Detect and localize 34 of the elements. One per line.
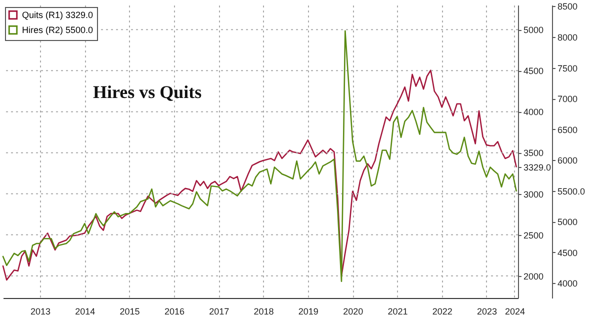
y-tick-label: 4500 xyxy=(524,66,544,76)
y-tick-label: 3000 xyxy=(524,189,544,200)
y2-tick-label: 5500.0 xyxy=(558,186,586,196)
y2-tick-label: 8500 xyxy=(558,2,578,12)
y2-tick-label: 4000 xyxy=(558,278,578,289)
y-tick-label: 2500 xyxy=(524,230,544,240)
x-tick-label: 2020 xyxy=(343,306,364,316)
x-tick-label: 2015 xyxy=(120,306,140,316)
x-tick-label: 2023 xyxy=(476,306,497,316)
x-tick-label: 2014 xyxy=(75,306,96,316)
y-tick-label: 3500 xyxy=(524,148,544,158)
y-tick-label: 5000 xyxy=(524,25,544,36)
y2-tick-label: 7000 xyxy=(558,94,578,104)
y2-tick-label: 5000 xyxy=(558,217,578,228)
text: Hires vs Quits xyxy=(93,82,202,102)
y2-tick-label: 4500 xyxy=(558,248,578,258)
x-tick-label: 2016 xyxy=(164,306,185,316)
line-series xyxy=(2,70,517,281)
x-tick-label: 2021 xyxy=(388,306,408,316)
legend-label: Quits (R1) 3329.0 xyxy=(22,10,94,20)
x-tick-label: 2013 xyxy=(30,306,51,316)
y2-tick-label: 8000 xyxy=(558,32,578,43)
y2-tick-label: 7500 xyxy=(558,63,578,74)
y-tick-label: 4000 xyxy=(524,107,544,118)
x-tick-label: 2018 xyxy=(254,306,274,316)
x-tick-label: 2024 xyxy=(504,306,525,316)
y-tick-label: 3329.0 xyxy=(524,162,552,172)
x-tick-label: 2017 xyxy=(209,306,230,316)
legend-label: Hires (R2) 5500.0 xyxy=(22,25,94,35)
y2-tick-label: 6500 xyxy=(558,124,578,135)
y2-tick-label: 6000 xyxy=(558,156,578,166)
x-tick-label: 2019 xyxy=(298,306,318,316)
x-tick-label: 2022 xyxy=(432,306,452,316)
y-tick-label: 2000 xyxy=(524,271,544,282)
